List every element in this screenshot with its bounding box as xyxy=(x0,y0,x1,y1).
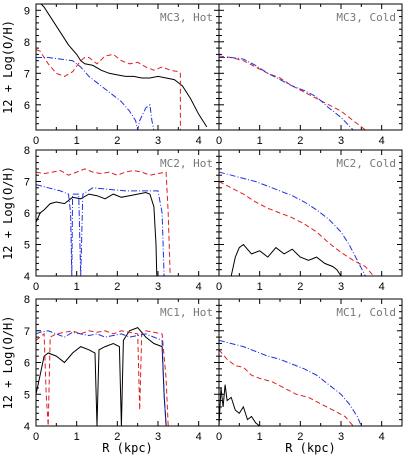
x-tick-label: 2 xyxy=(297,135,303,147)
x-tick-label: 1 xyxy=(257,281,263,293)
x-tick-label: 3 xyxy=(338,281,344,293)
series-line-solid-mc2-cold xyxy=(230,243,342,276)
panel-title: MC2, Cold xyxy=(336,157,396,170)
series-line-dashed-mc3-hot xyxy=(36,49,183,130)
y-tick-label: 8 xyxy=(24,294,30,306)
series-line-solid-mc1-cold xyxy=(219,384,261,426)
series-line-dashed-mc3-cold xyxy=(219,55,366,130)
y-tick-label: 8 xyxy=(24,37,30,49)
series-line-solid-mc2-hot xyxy=(36,191,158,276)
y-tick-label: 7 xyxy=(24,177,30,189)
x-axis-label: R (kpc) xyxy=(285,441,336,455)
panel-title: MC1, Cold xyxy=(336,306,396,319)
x-axis-label: R (kpc) xyxy=(102,441,153,455)
panel-mc2-cold: MC2, Cold 0 1 2 3 4 xyxy=(216,149,403,293)
y-tick-label: 7 xyxy=(24,326,30,338)
series-line-solid-mc1-hot xyxy=(36,327,167,426)
series-line-dashed-mc1-cold xyxy=(219,349,354,426)
panel-mc1-cold: MC1, Cold 0 1 2 3 4 R (kpc) xyxy=(216,298,403,455)
x-tick-label: 3 xyxy=(155,135,161,147)
panel-mc3-hot: MC3, Hot 0 1 2 3 4 6 7 8 9 12 + Log(O/H) xyxy=(1,3,220,147)
series-line-dashdot-mc2-hot xyxy=(36,184,165,276)
panel-mc1-hot: MC1, Hot 0 1 2 3 4 4 5 6 7 8 R (kpc) 12 + Log(O/H) xyxy=(1,294,220,455)
x-tick-label: 3 xyxy=(155,431,161,443)
y-tick-label: 5 xyxy=(24,240,30,252)
y-tick-label: 6 xyxy=(24,100,30,112)
panel-frame xyxy=(218,3,403,131)
series-line-dashed-mc1-hot xyxy=(36,330,169,426)
panel-mc2-hot: MC2, Hot 0 1 2 3 4 4 5 6 7 8 12 + Log(O/H) xyxy=(1,145,220,293)
series-line-dashdot-mc1-cold xyxy=(219,339,362,426)
x-tick-label: 4 xyxy=(379,135,385,147)
panel-mc3-cold: MC3, Cold 0 1 2 3 4 xyxy=(216,3,403,147)
x-tick-label: 0 xyxy=(216,135,222,147)
x-tick-label: 0 xyxy=(33,281,39,293)
y-tick-label: 7 xyxy=(24,68,30,80)
y-tick-label: 6 xyxy=(24,208,30,220)
x-tick-label: 4 xyxy=(379,431,385,443)
x-tick-label: 0 xyxy=(33,431,39,443)
y-axis-label: 12 + Log(O/H) xyxy=(1,166,15,260)
x-tick-label: 4 xyxy=(196,281,202,293)
panel-title: MC2, Hot xyxy=(160,157,213,170)
y-axis-label: 12 + Log(O/H) xyxy=(1,20,15,114)
series-line-dashed-mc2-cold xyxy=(219,181,374,276)
x-tick-label: 3 xyxy=(155,281,161,293)
y-tick-label: 4 xyxy=(24,271,30,283)
x-tick-label: 4 xyxy=(196,135,202,147)
x-tick-label: 1 xyxy=(74,135,80,147)
panel-title: MC3, Hot xyxy=(160,11,213,24)
x-tick-label: 4 xyxy=(196,431,202,443)
x-tick-label: 3 xyxy=(338,431,344,443)
y-tick-label: 4 xyxy=(24,421,30,433)
y-tick-label: 9 xyxy=(24,5,30,17)
series-line-dashdot-mc2-cold xyxy=(219,171,366,276)
y-tick-label: 8 xyxy=(24,145,30,157)
x-tick-label: 1 xyxy=(74,431,80,443)
x-tick-label: 2 xyxy=(114,281,120,293)
x-tick-label: 0 xyxy=(33,135,39,147)
x-tick-label: 4 xyxy=(379,281,385,293)
series-line-solid-mc3-hot xyxy=(40,4,208,128)
x-tick-label: 3 xyxy=(338,135,344,147)
panel-frame xyxy=(218,298,403,427)
y-tick-label: 6 xyxy=(24,358,30,370)
x-tick-label: 1 xyxy=(74,281,80,293)
y-axis-label: 12 + Log(O/H) xyxy=(1,316,15,410)
x-tick-label: 0 xyxy=(216,281,222,293)
x-tick-label: 1 xyxy=(257,431,263,443)
series-line-dashed-mc2-hot xyxy=(36,168,171,276)
x-tick-label: 2 xyxy=(114,135,120,147)
x-tick-label: 1 xyxy=(257,135,263,147)
series-line-dashdot-mc1-hot xyxy=(36,330,167,426)
series-line-dashdot-mc3-cold xyxy=(219,57,354,130)
panel-frame xyxy=(218,149,403,277)
panel-title: MC3, Cold xyxy=(336,11,396,24)
x-tick-label: 2 xyxy=(297,281,303,293)
y-tick-label: 5 xyxy=(24,389,30,401)
series-line-dashdot-mc3-hot xyxy=(36,57,155,130)
x-tick-label: 2 xyxy=(114,431,120,443)
x-tick-label: 0 xyxy=(216,431,222,443)
panel-title: MC1, Hot xyxy=(160,306,213,319)
x-tick-label: 2 xyxy=(297,431,303,443)
